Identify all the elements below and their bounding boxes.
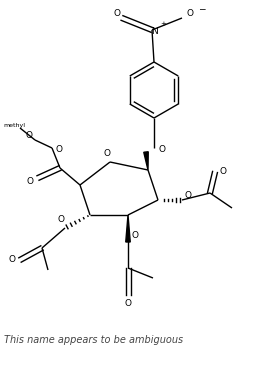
Text: O: O (186, 9, 194, 19)
Text: O: O (8, 256, 15, 265)
Text: methyl: methyl (3, 124, 25, 129)
Polygon shape (144, 152, 148, 170)
Text: O: O (124, 299, 132, 307)
Text: +: + (160, 21, 166, 27)
Text: O: O (103, 150, 110, 158)
Text: This name appears to be ambiguous: This name appears to be ambiguous (4, 335, 183, 345)
Text: O: O (114, 9, 120, 19)
Text: O: O (184, 191, 192, 200)
Text: −: − (198, 5, 206, 14)
Text: O: O (56, 146, 62, 155)
Text: O: O (26, 177, 34, 186)
Text: O: O (158, 144, 166, 153)
Text: O: O (25, 132, 33, 141)
Text: O: O (57, 215, 65, 225)
Text: O: O (219, 167, 227, 177)
Text: N: N (151, 28, 157, 37)
Polygon shape (126, 215, 130, 242)
Text: O: O (132, 231, 138, 240)
